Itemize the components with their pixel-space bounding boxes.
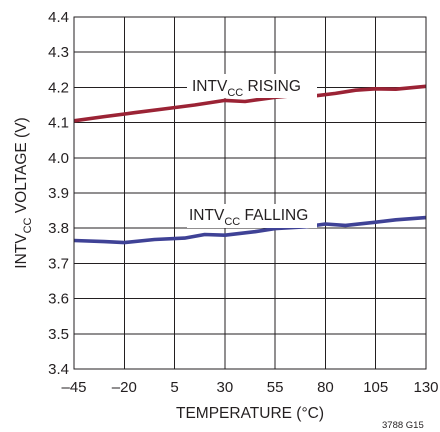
y-tick-label: 4.2 xyxy=(48,79,69,96)
x-tick-label: 80 xyxy=(317,379,334,396)
label-bg-rising xyxy=(187,74,317,98)
x-tick-label: 55 xyxy=(267,379,284,396)
y-tick-label: 3.8 xyxy=(48,220,69,237)
x-tick-label: 130 xyxy=(413,379,438,396)
x-axis-title: TEMPERATURE (°C) xyxy=(176,405,324,422)
series-line-falling xyxy=(73,215,427,245)
x-tick-label: 105 xyxy=(363,379,388,396)
label-bg-falling xyxy=(187,204,317,228)
y-tick-label: 3.5 xyxy=(48,326,69,343)
x-tick-label: –20 xyxy=(112,379,137,396)
y-tick-label: 4.0 xyxy=(48,150,69,167)
y-tick-label: 4.4 xyxy=(48,9,69,26)
y-tick-label: 3.6 xyxy=(48,291,69,308)
y-tick-label: 3.7 xyxy=(48,255,69,272)
series-label-rising: INTVCC RISING xyxy=(192,78,301,99)
y-tick-label: 3.9 xyxy=(48,185,69,202)
x-tick-label: –45 xyxy=(61,379,86,396)
x-tick-label: 5 xyxy=(170,379,178,396)
y-tick-labels: 3.4 3.5 3.6 3.7 3.8 3.9 4.0 4.1 4.2 4.3 4.4 xyxy=(48,9,69,378)
figure-id: 3788 G15 xyxy=(382,420,424,431)
x-tick-label: 30 xyxy=(217,379,234,396)
y-axis-title: INTVCC VOLTAGE (V) xyxy=(13,117,34,268)
y-tick-label: 3.4 xyxy=(48,361,69,378)
plot-frame xyxy=(73,16,427,370)
series-label-falling: INTVCC FALLING xyxy=(189,207,308,228)
grid xyxy=(74,17,426,369)
y-tick-label: 4.1 xyxy=(48,115,69,132)
x-tick-labels: –45 –20 5 30 55 80 105 130 xyxy=(61,379,438,396)
y-tick-label: 4.3 xyxy=(48,44,69,61)
